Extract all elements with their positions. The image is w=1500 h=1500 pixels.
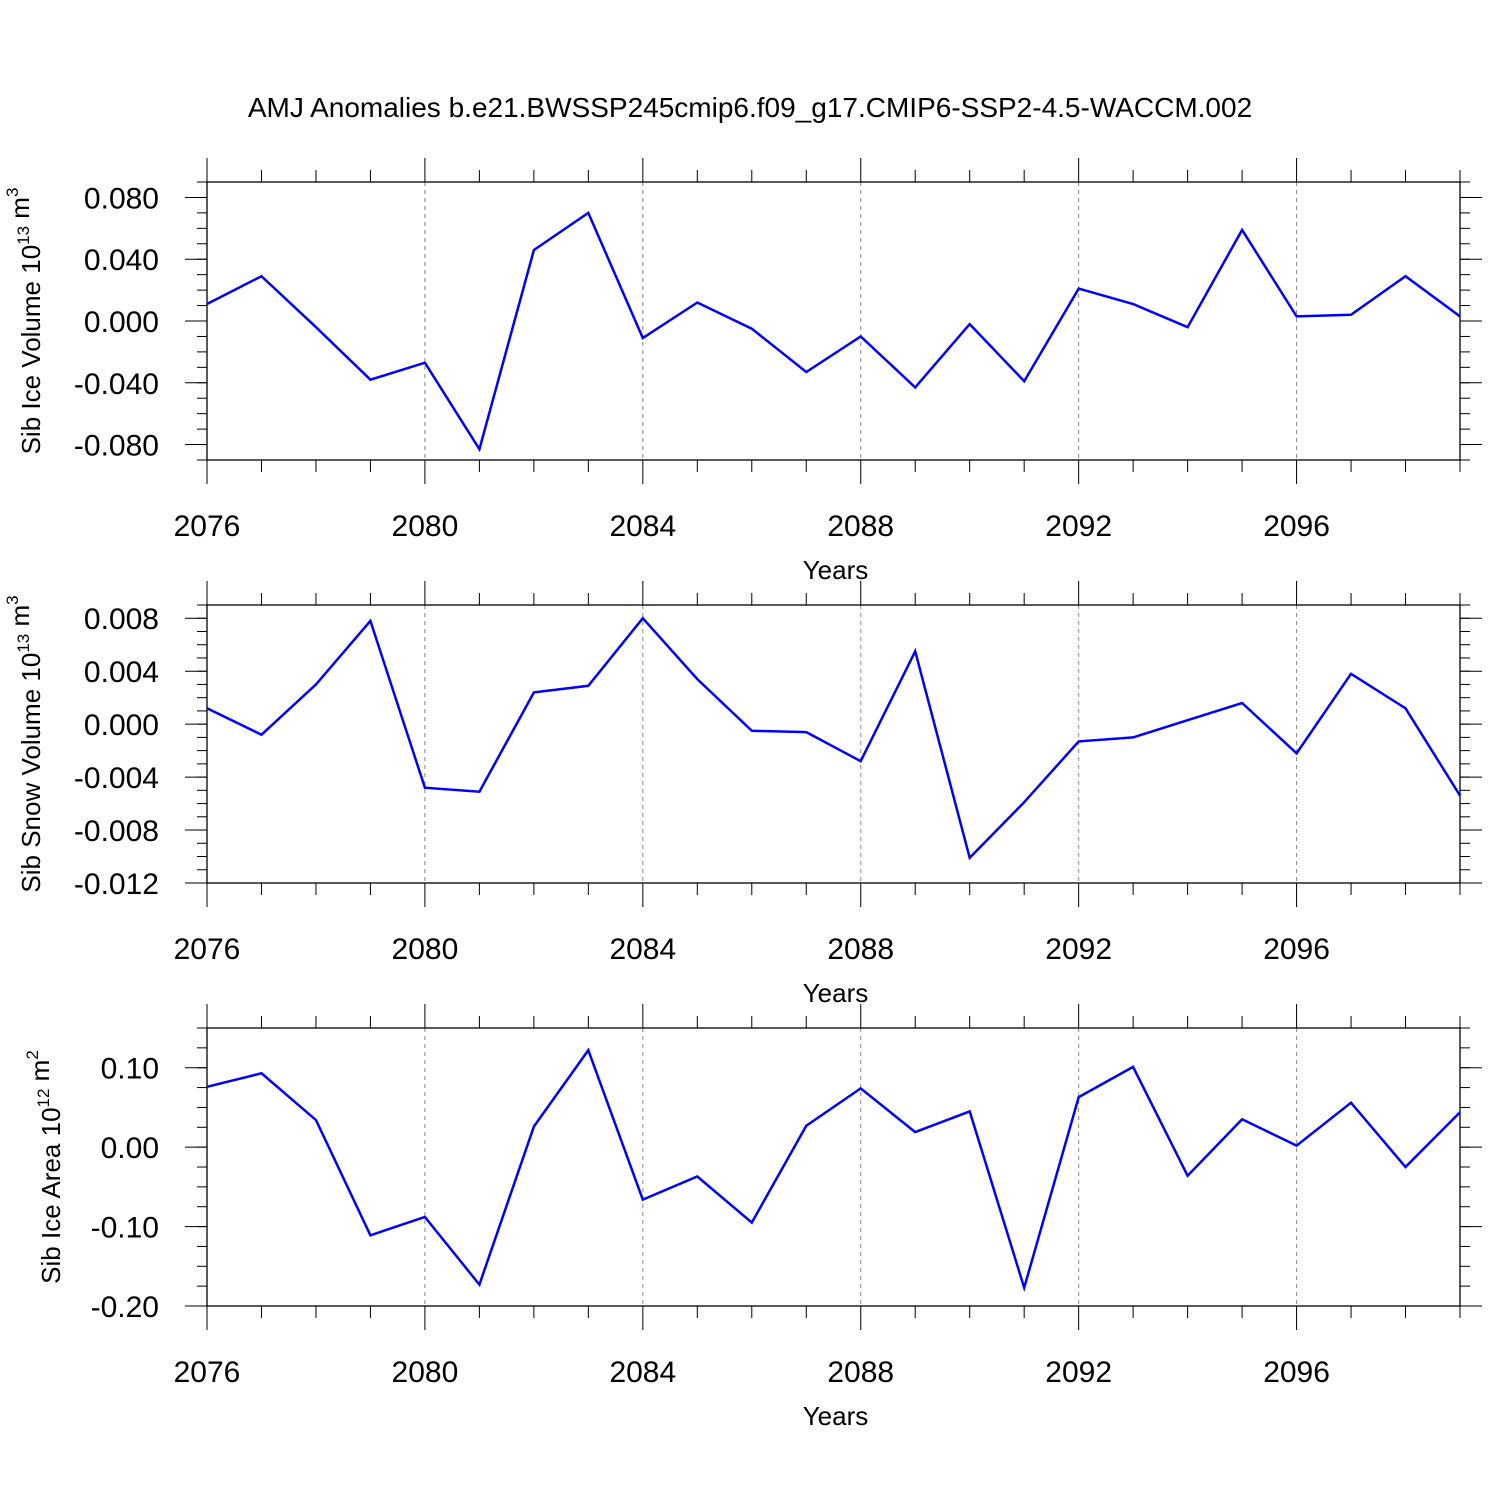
x-tick-label: 2088 xyxy=(827,1356,894,1389)
y-axis-label-text: m xyxy=(25,1060,55,1089)
y-tick-label: 0.000 xyxy=(84,709,159,742)
y-tick-label: 0.008 xyxy=(84,603,159,636)
x-tick-label: 2096 xyxy=(1263,510,1330,543)
y-tick-label: -0.040 xyxy=(74,368,159,401)
ice-area-panel: -0.20 -0.10 0.00 0.10 2076 2080 2084 2088 2092 20… xyxy=(23,1004,1482,1431)
y-tick-label: -0.20 xyxy=(91,1291,159,1324)
plot-frame xyxy=(206,604,1461,884)
x-tick-label: 2084 xyxy=(609,510,676,543)
y-tick-label: 0.000 xyxy=(84,306,159,339)
ice-volume-panel: -0.080 -0.040 0.000 0.040 0.080 2076 2080 2084 2… xyxy=(3,158,1482,585)
y-tick-label: 0.080 xyxy=(84,182,159,215)
plot-frame xyxy=(206,181,1461,461)
x-tick-label: 2092 xyxy=(1045,510,1112,543)
x-axis-label: Years xyxy=(803,978,869,1008)
x-tick-label: 2092 xyxy=(1045,933,1112,966)
x-tick-label: 2096 xyxy=(1263,1356,1330,1389)
x-tick-label: 2084 xyxy=(609,933,676,966)
snow-volume-panel: -0.012 -0.008 -0.004 0.000 0.004 0.008 2076 208… xyxy=(3,581,1482,1008)
y-axis-label-text: Sib Snow Volume 10 xyxy=(16,653,46,893)
x-tick-label: 2088 xyxy=(827,510,894,543)
y-tick-label: 0.004 xyxy=(84,656,159,689)
x-tick-label: 2080 xyxy=(392,933,459,966)
y-axis-label-exponent: 13 xyxy=(14,634,33,653)
series-line xyxy=(206,616,1462,861)
y-tick-label: -0.012 xyxy=(74,868,159,901)
y-tick-label: -0.008 xyxy=(74,815,159,848)
page-title: AMJ Anomalies b.e21.BWSSP245cmip6.f09_g1… xyxy=(247,92,1253,123)
x-tick-label: 2084 xyxy=(609,1356,676,1389)
x-tick-label: 2092 xyxy=(1045,1356,1112,1389)
y-axis-label-text: Sib Ice Volume 10 xyxy=(16,245,46,455)
y-tick-label: 0.00 xyxy=(101,1132,159,1165)
y-axis-label: Sib Ice Volume 1013 m3 xyxy=(3,188,46,455)
y-axis-label-exponent: 12 xyxy=(34,1089,53,1108)
x-tick-label: 2076 xyxy=(174,510,241,543)
x-tick-label: 2076 xyxy=(174,933,241,966)
y-axis-label-exponent: 3 xyxy=(3,595,22,604)
y-axis-label: Sib Ice Area 1012 m2 xyxy=(23,1050,66,1284)
y-tick-label: -0.080 xyxy=(74,430,159,463)
y-tick-label: -0.10 xyxy=(91,1212,159,1245)
y-axis-label-exponent: 3 xyxy=(3,188,22,197)
y-tick-label: 0.10 xyxy=(101,1053,159,1086)
x-axis-label: Years xyxy=(803,555,869,585)
x-tick-label: 2096 xyxy=(1263,933,1330,966)
x-tick-label: 2088 xyxy=(827,933,894,966)
plot-frame xyxy=(206,1027,1461,1307)
series-line xyxy=(206,1047,1461,1293)
y-axis-label-exponent: 2 xyxy=(23,1050,42,1059)
x-tick-label: 2076 xyxy=(174,1356,241,1389)
x-tick-label: 2080 xyxy=(392,510,459,543)
y-tick-label: 0.040 xyxy=(84,244,159,277)
y-axis-label-exponent: 13 xyxy=(14,226,33,245)
y-axis-label-text: m xyxy=(5,605,35,634)
x-tick-label: 2080 xyxy=(392,1356,459,1389)
x-axis-label: Years xyxy=(803,1401,869,1431)
y-axis-label-text: Sib Ice Area 10 xyxy=(36,1107,66,1283)
y-tick-label: -0.004 xyxy=(74,762,159,795)
series-line xyxy=(206,211,1461,453)
y-axis-label: Sib Snow Volume 1013 m3 xyxy=(3,595,46,892)
y-axis-label-text: m xyxy=(5,197,35,226)
